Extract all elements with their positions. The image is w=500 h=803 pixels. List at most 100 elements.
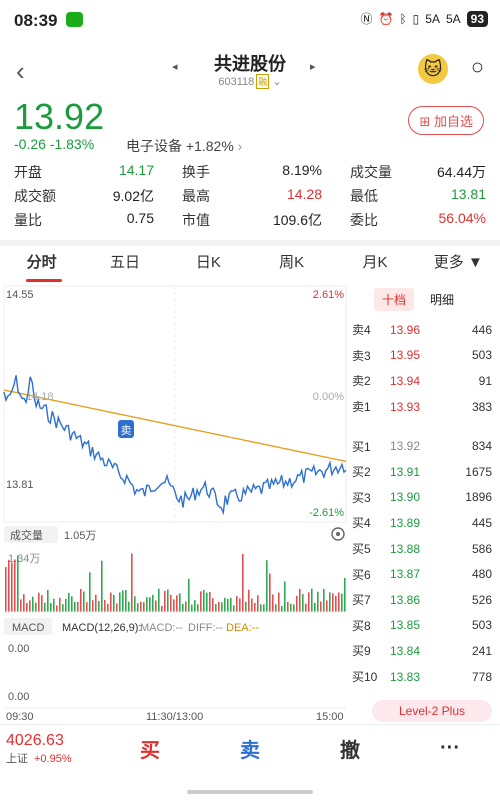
volume-bar bbox=[17, 555, 19, 612]
volume-bar bbox=[8, 559, 10, 612]
volume-bar bbox=[23, 594, 25, 612]
buy-order-row[interactable]: 买9 13.84 241 bbox=[350, 638, 500, 664]
wechat-icon bbox=[66, 12, 83, 27]
volume-bar bbox=[44, 602, 46, 612]
status-time: 08:39 bbox=[14, 11, 58, 30]
volume-bar bbox=[131, 553, 133, 612]
buy-order-row[interactable]: 买7 13.86 526 bbox=[350, 587, 500, 613]
index-value: 4026.63 bbox=[6, 731, 64, 749]
buy-order-row[interactable]: 买2 13.91 1675 bbox=[350, 459, 500, 485]
more-button[interactable]: ··· bbox=[440, 737, 460, 759]
signal-2: 5A bbox=[445, 11, 461, 26]
plus-icon: ⊞ bbox=[419, 114, 431, 129]
sell-order-row[interactable]: 卖1 13.93 383 bbox=[350, 394, 500, 420]
price-line bbox=[3, 375, 347, 516]
tab-five-day[interactable]: 五日 bbox=[109, 254, 140, 271]
buy-order-row[interactable]: 买5 13.88 586 bbox=[350, 536, 500, 562]
tab-intraday[interactable]: 分时 bbox=[26, 254, 57, 271]
cancel-order-button[interactable]: 撤 bbox=[340, 740, 360, 762]
tab-details[interactable]: 明细 bbox=[430, 293, 455, 307]
home-indicator bbox=[187, 790, 313, 794]
stat-label: 最低 bbox=[350, 188, 378, 204]
bluetooth-icon: ᛒ bbox=[399, 11, 407, 26]
search-icon[interactable]: ○ bbox=[470, 54, 484, 79]
chevron-down-icon[interactable]: ⌄ bbox=[272, 76, 282, 88]
volume-bar bbox=[206, 592, 208, 612]
volume-bar bbox=[200, 591, 202, 612]
volume-bar bbox=[179, 593, 181, 612]
order-book-tabs: 十档 明细 bbox=[350, 288, 500, 311]
y-mid-label: 14.18 bbox=[26, 391, 54, 403]
volume-bar bbox=[302, 594, 304, 612]
buy-order-row[interactable]: 买10 13.83 778 bbox=[350, 664, 500, 690]
tab-more[interactable]: 更多 ▼ bbox=[433, 254, 483, 271]
order-book: 十档 明细 卖4 13.96 446 卖3 13.95 503 卖2 13.94 91 卖1 13.… bbox=[350, 288, 500, 689]
sell-button[interactable]: 卖 bbox=[240, 740, 260, 762]
next-stock-icon[interactable]: ▸ bbox=[310, 61, 316, 73]
stat-label: 量比 bbox=[14, 212, 42, 228]
volume-bar bbox=[167, 589, 169, 612]
tab-monthly-k[interactable]: 月K bbox=[362, 254, 388, 271]
sell-order-row[interactable]: 卖4 13.96 446 bbox=[350, 317, 500, 343]
stat-value: 8.19% bbox=[282, 162, 322, 178]
industry-info[interactable]: 电子设备 +1.82% › bbox=[126, 136, 242, 156]
prev-stock-icon[interactable]: ◂ bbox=[172, 61, 178, 73]
buy-order-row[interactable]: 买8 13.85 503 bbox=[350, 613, 500, 639]
alarm-icon: ⏰ bbox=[378, 11, 394, 26]
stock-code: 603118 bbox=[218, 76, 255, 88]
volume-bar bbox=[239, 598, 241, 612]
volume-bar bbox=[314, 602, 316, 612]
buy-order-row[interactable]: 买6 13.87 480 bbox=[350, 561, 500, 587]
macd-value: MACD:-- bbox=[140, 622, 183, 634]
level2-button[interactable]: Level-2 Plus bbox=[372, 700, 492, 722]
order-price: 13.87 bbox=[390, 567, 421, 582]
volume-bar bbox=[77, 601, 79, 612]
stat-cell: 成交量 64.44万 bbox=[350, 162, 486, 182]
active-tab-indicator bbox=[26, 279, 62, 282]
volume-bar bbox=[5, 567, 7, 612]
volume-bar bbox=[83, 591, 85, 612]
volume-bar bbox=[266, 560, 268, 612]
sell-orders: 卖4 13.96 446 卖3 13.95 503 卖2 13.94 91 卖1 13.93 383 bbox=[350, 317, 500, 419]
buy-order-row[interactable]: 买3 13.90 1896 bbox=[350, 485, 500, 511]
order-level: 卖1 bbox=[352, 400, 371, 415]
order-price: 13.89 bbox=[390, 515, 421, 530]
index-ticker[interactable]: 4026.63 上证 +0.95% bbox=[0, 732, 100, 766]
chevron-left-icon[interactable]: ‹ bbox=[16, 56, 25, 86]
volume-bar bbox=[119, 592, 121, 612]
sell-order-row[interactable]: 卖2 13.94 91 bbox=[350, 368, 500, 394]
buy-orders: 买1 13.92 834 买2 13.91 1675 买3 13.90 1896 买4 13.89 4… bbox=[350, 433, 500, 689]
macd-params: MACD(12,26,9): bbox=[62, 622, 141, 634]
volume-bar bbox=[227, 598, 229, 612]
volume-bar bbox=[191, 604, 193, 612]
volume-label[interactable]: 成交量 bbox=[10, 528, 43, 542]
buy-order-row[interactable]: 买1 13.92 834 bbox=[350, 433, 500, 459]
stat-label: 换手 bbox=[182, 164, 210, 180]
macd-label[interactable]: MACD bbox=[12, 622, 44, 634]
add-favorite-button[interactable]: ⊞ 加自选 bbox=[408, 106, 484, 135]
tab-daily-k[interactable]: 日K bbox=[195, 254, 221, 271]
sell-marker-text: 卖 bbox=[121, 424, 132, 437]
tab-weekly-k[interactable]: 周K bbox=[279, 254, 305, 271]
buy-order-row[interactable]: 买4 13.89 445 bbox=[350, 510, 500, 536]
volume-bar bbox=[53, 598, 55, 612]
avatar[interactable]: 🐱 bbox=[418, 54, 448, 84]
order-qty: 834 bbox=[471, 439, 492, 454]
tab-ten-levels[interactable]: 十档 bbox=[374, 288, 415, 311]
y-low-pct-label: -2.61% bbox=[309, 507, 344, 519]
index-change: +0.95% bbox=[34, 752, 72, 765]
volume-bar bbox=[209, 591, 211, 612]
volume-bar bbox=[320, 601, 322, 612]
buy-button[interactable]: 买 bbox=[140, 740, 160, 762]
order-qty: 383 bbox=[471, 399, 492, 414]
stat-label: 委比 bbox=[350, 212, 378, 228]
intraday-chart[interactable]: 14.55 2.61% 14.18 0.00% 13.81 -2.61% 卖 成… bbox=[0, 282, 350, 712]
volume-bar bbox=[101, 560, 103, 612]
order-price: 13.96 bbox=[390, 322, 421, 337]
stat-value: 13.81 bbox=[450, 186, 486, 202]
settings-icon[interactable] bbox=[331, 527, 345, 541]
sell-order-row[interactable]: 卖3 13.95 503 bbox=[350, 343, 500, 369]
volume-bar bbox=[86, 602, 88, 612]
sell-marker[interactable]: 卖 bbox=[118, 420, 134, 438]
volume-bar bbox=[65, 598, 67, 612]
